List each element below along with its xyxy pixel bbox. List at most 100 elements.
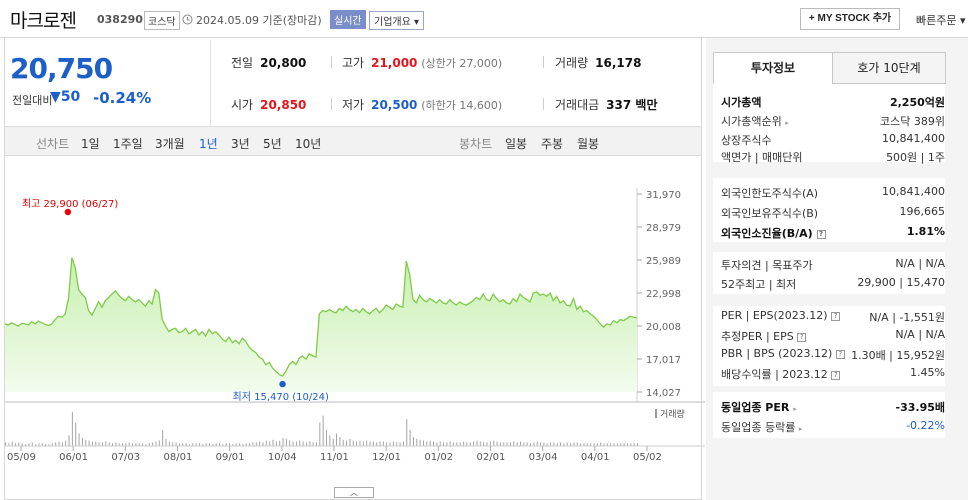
info-row: 52주최고 | 최저 29,900 | 15,470 (721, 276, 945, 291)
volume-bar (399, 442, 401, 446)
tab-1y[interactable]: 1년 (199, 137, 218, 151)
volume-bar (188, 444, 190, 446)
tab-10y[interactable]: 10년 (295, 137, 322, 151)
volume-bar (68, 435, 70, 446)
volume-label: 거래량 (660, 408, 685, 420)
volume-bar (396, 442, 398, 446)
volume-bar (543, 442, 545, 446)
volume-bar (503, 442, 505, 446)
tab-orderbook[interactable]: 호가 10단계 (832, 52, 946, 84)
volume-bar (516, 442, 518, 446)
volume-bar (326, 429, 328, 446)
company-info-button[interactable]: 기업개요 ▾ (369, 11, 425, 30)
tab-1d[interactable]: 1일 (81, 137, 100, 151)
volume-bar (225, 443, 227, 446)
x-tick-label: 07/03 (111, 452, 140, 463)
market-badge: 코스닥 (144, 11, 180, 30)
max-marker (64, 208, 72, 216)
volume-bar (446, 442, 448, 446)
collapse-chart-button[interactable]: ︿ (334, 487, 374, 498)
volume-bar (168, 441, 170, 446)
tab-invest-info[interactable]: 투자정보 (713, 52, 833, 84)
change-percent: -0.24% (93, 89, 152, 107)
volume-bar (560, 442, 562, 446)
volume-bar (299, 440, 301, 446)
volume-bar (148, 443, 150, 446)
volume-bar (449, 441, 451, 446)
volume-bar (540, 442, 542, 446)
volume-bar (162, 429, 164, 446)
realtime-button[interactable]: 실시간 (330, 10, 366, 29)
info-row: 동일업종 등락률 ▸ -0.22% (721, 419, 945, 434)
x-tick-label: 02/01 (477, 452, 506, 463)
volume-bar (309, 441, 311, 446)
stat-high: 고가 21,000 (상한가 27,000) (342, 56, 503, 70)
volume-bar (295, 441, 297, 446)
x-tick-label: 04/01 (581, 452, 610, 463)
volume-bar (212, 444, 214, 446)
volume-bar (566, 442, 568, 446)
volume-bar (637, 443, 638, 446)
y-tick-label: 17,017 (646, 355, 681, 366)
volume-bar (91, 441, 93, 446)
volume-bar (336, 433, 338, 446)
volume-bar (406, 419, 408, 446)
tab-daily[interactable]: 일봉 (505, 137, 528, 151)
volume-bar (122, 443, 124, 446)
volume-bar (570, 443, 572, 446)
volume-bar (466, 442, 468, 446)
tab-3m[interactable]: 3개월 (155, 137, 185, 151)
volume-bar (55, 442, 57, 446)
volume-bar (255, 442, 257, 446)
volume-bar (456, 442, 458, 446)
price-chart[interactable]: 31,970 28,979 25,989 22,998 20,008 17,017 14,0… (5, 180, 705, 500)
x-tick-label: 03/04 (529, 452, 558, 463)
quote-stats: 전일 20,800 고가 21,000 (상한가 27,000) 거래량 16,178… (210, 40, 702, 126)
volume-bar (272, 439, 274, 446)
volume-bar (556, 443, 558, 446)
stat-prev: 전일 20,800 (231, 56, 307, 70)
tab-weekly[interactable]: 주봉 (541, 137, 564, 151)
volume-bar (329, 435, 331, 446)
min-label: 최저 15,470 (10/24) (233, 391, 329, 403)
volume-bar (369, 441, 371, 446)
volume-bar (576, 442, 578, 446)
quote-date: 2024.05.09 기준(장마감) (196, 14, 322, 27)
volume-bar (529, 443, 531, 446)
quick-order-button[interactable]: 빠른주문 ▾ (916, 14, 966, 27)
volume-bar (31, 442, 33, 446)
add-my-stock-button[interactable]: + MY STOCK 추가 (800, 8, 900, 30)
volume-bar (469, 442, 471, 446)
tab-3y[interactable]: 3년 (231, 137, 250, 151)
volume-bar (483, 442, 485, 446)
volume-bar (596, 443, 598, 446)
volume-bar (252, 442, 254, 446)
volume-bar (489, 441, 491, 446)
stat-volume: 거래량 16,178 (555, 56, 642, 70)
volume-bar (165, 438, 167, 446)
tab-5y[interactable]: 5년 (263, 137, 282, 151)
volume-bar (192, 443, 194, 446)
volume-bar (292, 441, 294, 446)
volume-bar (245, 443, 247, 446)
volume-bar (616, 443, 618, 446)
info-row: 외국인보유주식수(B) 196,665 (721, 205, 945, 220)
volume-bar (142, 443, 144, 446)
tab-monthly[interactable]: 월봉 (577, 137, 600, 151)
volume-bar (172, 442, 174, 446)
x-tick-label: 11/01 (320, 452, 349, 463)
volume-bar (473, 441, 475, 446)
volume-bar (620, 443, 622, 446)
current-price: 20,750 (10, 52, 113, 85)
volume-bar (242, 444, 244, 446)
volume-bar (600, 442, 602, 446)
volume-bar (18, 442, 20, 446)
volume-bar (259, 441, 261, 446)
min-marker (279, 380, 286, 388)
volume-bar (302, 441, 304, 446)
change-label: 전일대비 (12, 94, 53, 107)
y-tick-label: 28,979 (646, 223, 681, 234)
volume-bar (563, 443, 565, 446)
volume-bar (493, 440, 495, 446)
tab-1w[interactable]: 1주일 (113, 137, 143, 151)
